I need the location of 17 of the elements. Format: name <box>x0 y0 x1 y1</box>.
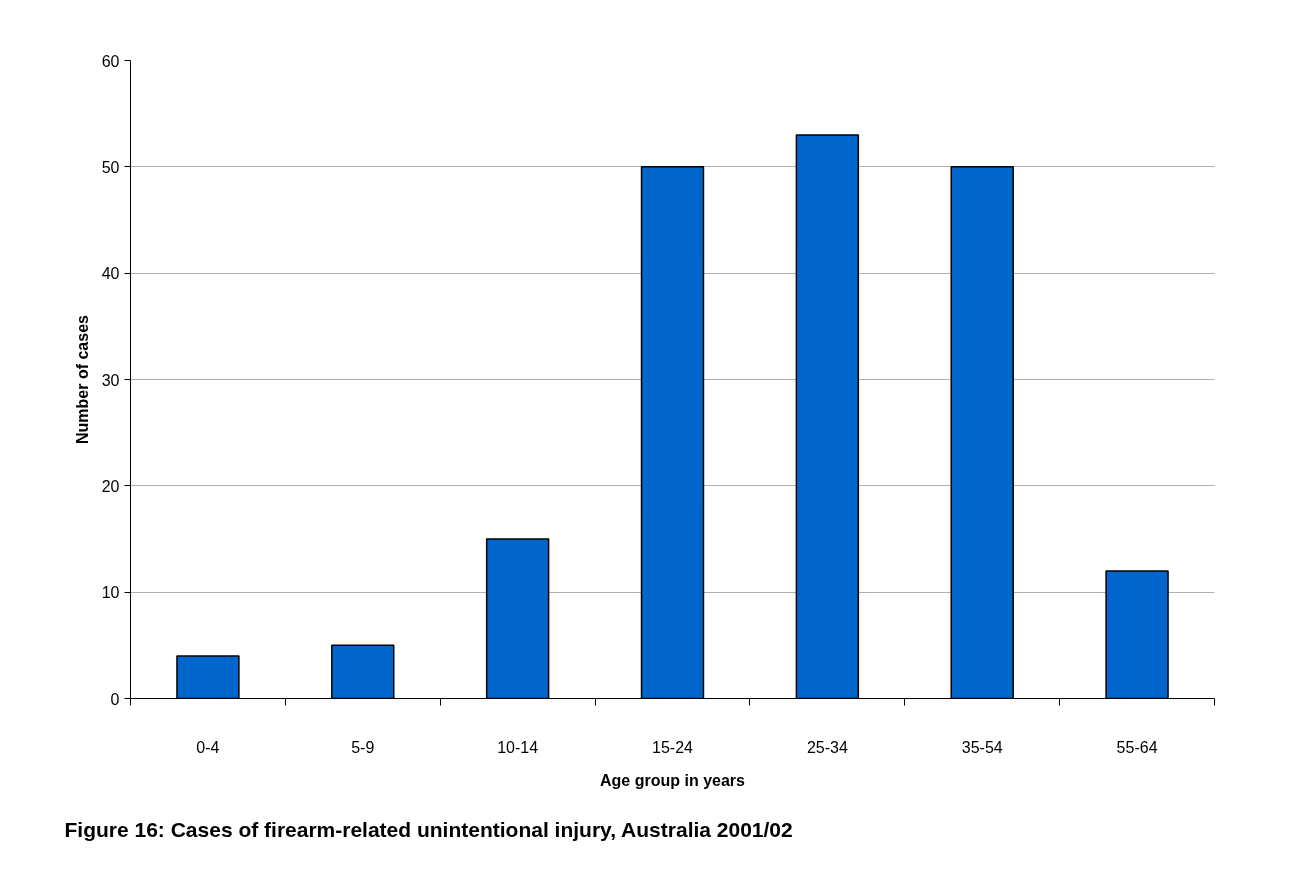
x-tick-label: 10-14 <box>497 738 539 756</box>
x-tick-label: 0-4 <box>196 738 220 756</box>
y-tick-label: 40 <box>101 265 120 283</box>
y-tick-label: 10 <box>101 584 120 602</box>
text: Figure 16: Cases of firearm-related unintentional injury, Australia 2001/02 <box>64 817 793 841</box>
x-tick-label: 35-54 <box>961 738 1003 756</box>
x-tick-label: 25-34 <box>806 738 848 756</box>
y-axis-title: Number of cases <box>73 314 91 444</box>
y-tick-label: 50 <box>101 158 120 176</box>
y-tick-label: 0 <box>110 690 120 708</box>
x-tick-label: 55-64 <box>1116 738 1158 756</box>
y-tick-label: 30 <box>101 371 120 389</box>
x-axis-title: Age group in years <box>600 771 746 789</box>
y-tick-label: 20 <box>101 477 120 495</box>
y-tick-label: 60 <box>101 52 120 70</box>
x-tick-label: 5-9 <box>351 738 375 756</box>
x-tick-label: 15-24 <box>652 738 694 756</box>
